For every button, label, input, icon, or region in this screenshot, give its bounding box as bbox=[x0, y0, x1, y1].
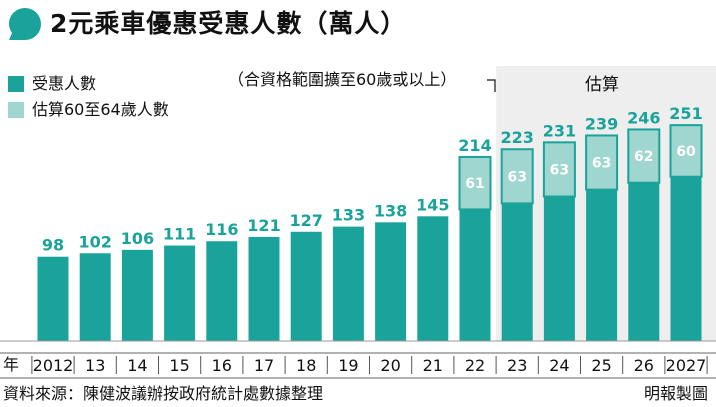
x-tick-label: 18 bbox=[296, 356, 316, 375]
x-tick-label: 2012 bbox=[33, 356, 74, 375]
x-tick-label: 17 bbox=[254, 356, 274, 375]
data-label-total: 214 bbox=[458, 136, 491, 155]
bar-beneficiaries bbox=[164, 245, 196, 341]
x-tick-label: 25 bbox=[591, 356, 611, 375]
x-tick-label: 24 bbox=[549, 356, 569, 375]
bar-beneficiaries bbox=[332, 226, 364, 341]
bar-beneficiaries bbox=[121, 249, 153, 341]
speech-bubble-icon bbox=[9, 8, 41, 40]
bar-beneficiaries bbox=[417, 216, 449, 341]
annotation-bracket bbox=[487, 79, 496, 92]
data-label-total: 138 bbox=[374, 201, 407, 220]
data-label-estimate: 63 bbox=[507, 169, 526, 185]
data-label-total: 111 bbox=[163, 225, 196, 244]
bar-estimate-60-64 bbox=[458, 155, 492, 211]
x-tick-label: 14 bbox=[127, 356, 147, 375]
x-tick-label: 20 bbox=[380, 356, 400, 375]
data-label-total: 251 bbox=[669, 104, 702, 123]
legend-swatch-beneficiaries bbox=[8, 76, 24, 92]
data-label-total: 102 bbox=[78, 232, 111, 251]
data-label-estimate: 61 bbox=[465, 176, 484, 192]
brand-credit: 明報製圖 bbox=[643, 384, 708, 403]
bar-beneficiaries bbox=[670, 176, 702, 341]
legend-label-beneficiaries: 受惠人數 bbox=[32, 74, 97, 93]
source-note: 資料來源：陳健波議辦按政府統計處數據整理 bbox=[3, 384, 324, 403]
bar-estimate-60-64 bbox=[669, 124, 703, 178]
x-tick-label: 26 bbox=[634, 356, 654, 375]
x-axis-prefix-label: 年 bbox=[3, 355, 20, 374]
data-label-total: 223 bbox=[500, 128, 533, 147]
data-label-total: 121 bbox=[247, 216, 280, 235]
data-label-total: 106 bbox=[121, 229, 154, 248]
data-label-total: 127 bbox=[289, 211, 322, 230]
x-tick-label: 13 bbox=[85, 356, 105, 375]
x-tick-label: 22 bbox=[465, 356, 485, 375]
bar-estimate-60-64 bbox=[585, 134, 619, 191]
bar-estimate-60-64 bbox=[500, 148, 534, 205]
x-tick-label: 2027 bbox=[666, 356, 707, 375]
chart-title: 2元乘車優惠受惠人數（萬人） bbox=[50, 9, 407, 38]
bar-beneficiaries bbox=[290, 231, 322, 341]
x-tick-label: 23 bbox=[507, 356, 527, 375]
data-label-total: 98 bbox=[42, 236, 64, 255]
bar-beneficiaries bbox=[37, 256, 69, 341]
data-label-total: 246 bbox=[627, 108, 660, 127]
bar-estimate-60-64 bbox=[627, 128, 661, 184]
data-label-estimate: 63 bbox=[592, 156, 611, 172]
x-tick-label: 16 bbox=[212, 356, 232, 375]
data-label-estimate: 62 bbox=[634, 149, 653, 165]
data-label-total: 116 bbox=[205, 220, 238, 239]
bar-beneficiaries bbox=[79, 253, 111, 341]
bar-beneficiaries bbox=[459, 209, 491, 341]
bar-beneficiaries bbox=[206, 241, 238, 341]
data-label-total: 239 bbox=[585, 114, 618, 133]
bar-beneficiaries bbox=[501, 203, 533, 341]
bar-estimate-60-64 bbox=[542, 141, 576, 198]
bar-beneficiaries bbox=[543, 196, 575, 341]
x-tick-label: 19 bbox=[338, 356, 358, 375]
bar-beneficiaries bbox=[586, 189, 618, 341]
bar-beneficiaries bbox=[628, 182, 660, 341]
x-tick-label: 21 bbox=[423, 356, 443, 375]
x-tick-label: 15 bbox=[169, 356, 189, 375]
legend-swatch-estimate bbox=[8, 102, 24, 118]
estimate-period-label: 估算 bbox=[585, 75, 619, 95]
annotation-note: （合資格範圍擴至60歲或以上） bbox=[228, 70, 457, 89]
bar-beneficiaries bbox=[248, 236, 280, 341]
data-label-estimate: 60 bbox=[676, 144, 696, 160]
legend-label-estimate: 估算60至64歲人數 bbox=[32, 100, 169, 119]
data-label-total: 231 bbox=[543, 121, 576, 140]
data-label-total: 145 bbox=[416, 195, 449, 214]
bar-beneficiaries bbox=[375, 222, 407, 341]
data-label-total: 133 bbox=[332, 206, 365, 225]
data-label-estimate: 63 bbox=[550, 162, 569, 178]
